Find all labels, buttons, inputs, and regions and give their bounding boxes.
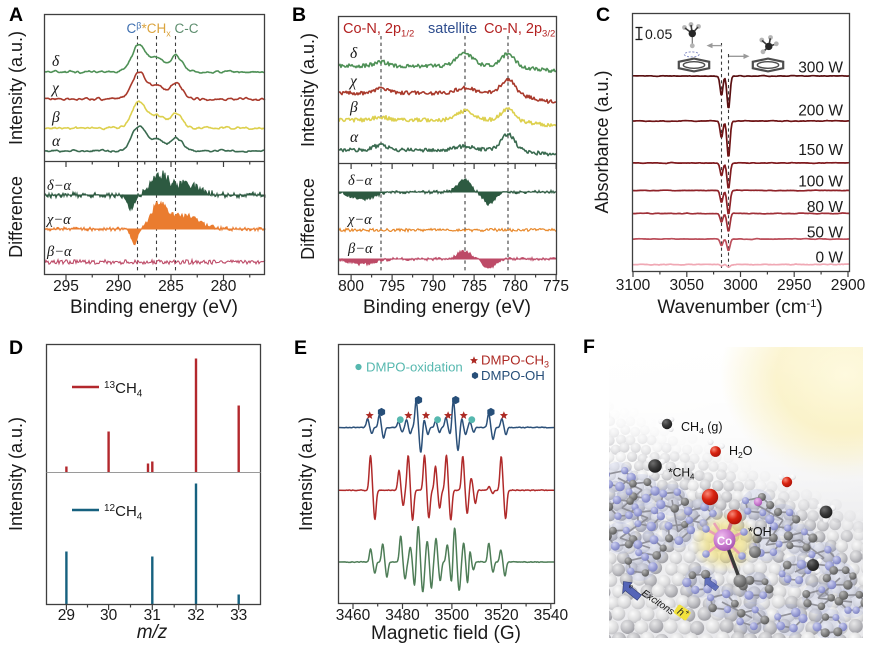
svg-text:100 W: 100 W	[798, 174, 843, 191]
svg-text:H2O: H2O	[729, 444, 753, 460]
svg-text:D: D	[9, 337, 23, 359]
svg-text:Cβ*CHx C-C: Cβ*CHx C-C	[127, 21, 199, 39]
svg-text:Co: Co	[717, 536, 732, 548]
svg-text:Co-N, 2p3/2: Co-N, 2p3/2	[484, 21, 555, 40]
svg-text:785: 785	[461, 278, 487, 295]
svg-text:33: 33	[230, 607, 247, 624]
svg-text:CH4 (g): CH4 (g)	[681, 420, 723, 436]
svg-text:DMPO-oxidation: DMPO-oxidation	[366, 360, 463, 375]
svg-text:δ: δ	[350, 45, 358, 62]
svg-text:δ: δ	[52, 53, 60, 70]
svg-text:280: 280	[211, 278, 237, 295]
svg-text:DMPO-CH3: DMPO-CH3	[481, 353, 549, 370]
svg-text:Absorbance (a.u.): Absorbance (a.u.)	[592, 70, 612, 213]
svg-text:Magnetic field (G): Magnetic field (G)	[371, 623, 521, 644]
svg-text:Difference: Difference	[6, 176, 26, 258]
svg-text:295: 295	[53, 278, 79, 295]
svg-text:Intensity (a.u.): Intensity (a.u.)	[6, 31, 26, 145]
svg-text:β: β	[349, 99, 358, 116]
svg-text:E: E	[294, 337, 307, 359]
svg-text:β−α: β−α	[347, 241, 373, 257]
svg-text:DMPO-OH: DMPO-OH	[481, 368, 545, 383]
svg-text:290: 290	[106, 278, 132, 295]
svg-text:χ−α: χ−α	[45, 212, 71, 228]
svg-text:150 W: 150 W	[798, 142, 843, 159]
svg-text:2900: 2900	[831, 277, 866, 294]
svg-text:12CH4: 12CH4	[104, 503, 143, 523]
svg-text:α: α	[350, 129, 359, 146]
svg-text:C: C	[596, 4, 610, 26]
svg-text:χ: χ	[348, 73, 358, 90]
svg-text:3520: 3520	[484, 607, 519, 624]
svg-text:780: 780	[502, 278, 528, 295]
svg-text:285: 285	[158, 278, 184, 295]
svg-text:F: F	[583, 336, 595, 358]
svg-text:3100: 3100	[616, 277, 651, 294]
svg-text:m/z: m/z	[137, 622, 168, 643]
svg-text:13CH4: 13CH4	[104, 380, 143, 400]
svg-text:Intensity (a.u.): Intensity (a.u.)	[296, 417, 316, 531]
svg-text:3050: 3050	[670, 277, 705, 294]
svg-text:χ−α: χ−α	[346, 212, 372, 228]
svg-text:β: β	[51, 109, 60, 126]
svg-text:Binding energy (eV): Binding energy (eV)	[70, 297, 238, 318]
svg-text:29: 29	[58, 607, 75, 624]
svg-text:h: h	[675, 606, 687, 619]
svg-text:β−α: β−α	[46, 244, 72, 260]
svg-text:3500: 3500	[435, 607, 470, 624]
svg-text:Binding energy (eV): Binding energy (eV)	[363, 297, 531, 318]
svg-text:775: 775	[543, 278, 569, 295]
svg-text:50 W: 50 W	[807, 225, 844, 242]
svg-text:795: 795	[379, 278, 405, 295]
svg-text:3460: 3460	[336, 607, 371, 624]
svg-text:+: +	[683, 607, 692, 617]
svg-text:300 W: 300 W	[798, 60, 843, 77]
svg-text:α: α	[52, 133, 61, 150]
svg-text:3540: 3540	[534, 607, 569, 624]
svg-text:χ: χ	[50, 80, 60, 97]
svg-text:*OH: *OH	[748, 525, 772, 539]
svg-text:800: 800	[338, 278, 364, 295]
svg-text:Co-N, 2p1/2: Co-N, 2p1/2	[343, 21, 414, 40]
svg-text:Intensity (a.u.): Intensity (a.u.)	[298, 33, 318, 147]
svg-text:0 W: 0 W	[815, 250, 843, 267]
svg-text:Intensity (a.u.): Intensity (a.u.)	[6, 417, 26, 531]
svg-text:3000: 3000	[723, 277, 758, 294]
svg-text:Wavenumber (cm-1): Wavenumber (cm-1)	[657, 297, 822, 318]
svg-text:30: 30	[100, 607, 118, 624]
svg-text:80 W: 80 W	[807, 199, 844, 216]
svg-text:2950: 2950	[777, 277, 812, 294]
svg-text:δ−α: δ−α	[47, 178, 72, 194]
svg-text:790: 790	[420, 278, 446, 295]
svg-text:A: A	[9, 4, 23, 26]
svg-text:e: e	[627, 583, 634, 591]
svg-text:32: 32	[187, 607, 204, 624]
svg-text:200 W: 200 W	[798, 103, 843, 120]
svg-text:0.05: 0.05	[645, 26, 672, 42]
svg-text:3480: 3480	[385, 607, 420, 624]
svg-text:Difference: Difference	[298, 178, 318, 260]
svg-text:δ−α: δ−α	[348, 173, 373, 189]
svg-text:*CH4: *CH4	[668, 466, 695, 482]
svg-text:satellite: satellite	[428, 21, 477, 37]
svg-text:B: B	[292, 4, 306, 26]
svg-text:31: 31	[144, 607, 161, 624]
